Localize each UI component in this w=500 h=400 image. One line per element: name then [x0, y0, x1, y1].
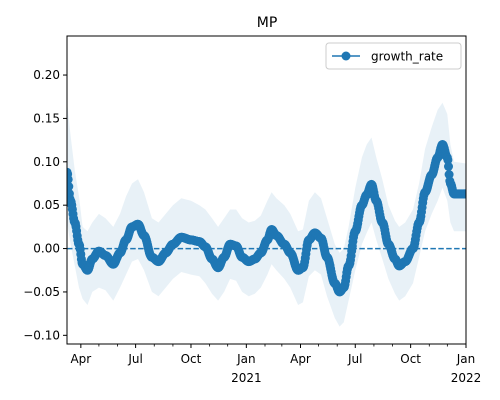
x-axis: Apr Jul Oct Jan 2021 Apr Jul Oct Jan 2022	[70, 344, 481, 385]
y-tick-label: −0.05	[23, 285, 60, 299]
legend-box	[325, 42, 462, 70]
x-tick-year-label: 2022	[451, 371, 482, 385]
data-point	[444, 162, 453, 171]
chart-title: MP	[257, 15, 278, 31]
legend-label: growth_rate	[371, 50, 443, 64]
x-tick-year-label: 2021	[231, 371, 262, 385]
y-tick-label: 0.10	[33, 155, 60, 169]
data-point	[443, 155, 453, 165]
x-tick-label: Apr	[290, 352, 311, 366]
plot-frame	[66, 35, 467, 345]
y-tick-label: 0.00	[33, 242, 60, 256]
y-tick-label: 0.05	[33, 198, 60, 212]
y-tick-label: 0.15	[33, 111, 60, 125]
series-marker-layer	[67, 140, 466, 297]
confidence-band-layer	[67, 101, 466, 327]
x-tick-label: Oct	[181, 352, 202, 366]
x-tick-label: Jul	[127, 352, 142, 366]
y-axis: −0.10 −0.05 0.00 0.05 0.10 0.15 0.20	[23, 68, 67, 342]
data-point	[461, 189, 466, 199]
y-tick-label: 0.20	[33, 68, 60, 82]
confidence-band	[67, 101, 466, 327]
x-tick-label: Jul	[347, 352, 362, 366]
x-tick-label: Jan	[236, 352, 256, 366]
data-point	[67, 174, 73, 184]
x-tick-label: Apr	[70, 352, 91, 366]
legend: growth_rate	[325, 42, 462, 70]
x-tick-label: Oct	[400, 352, 421, 366]
legend-marker	[341, 51, 351, 61]
y-tick-label: −0.10	[23, 328, 60, 342]
data-point	[67, 182, 74, 191]
data-point	[444, 170, 454, 179]
x-tick-label: Jan	[456, 352, 476, 366]
